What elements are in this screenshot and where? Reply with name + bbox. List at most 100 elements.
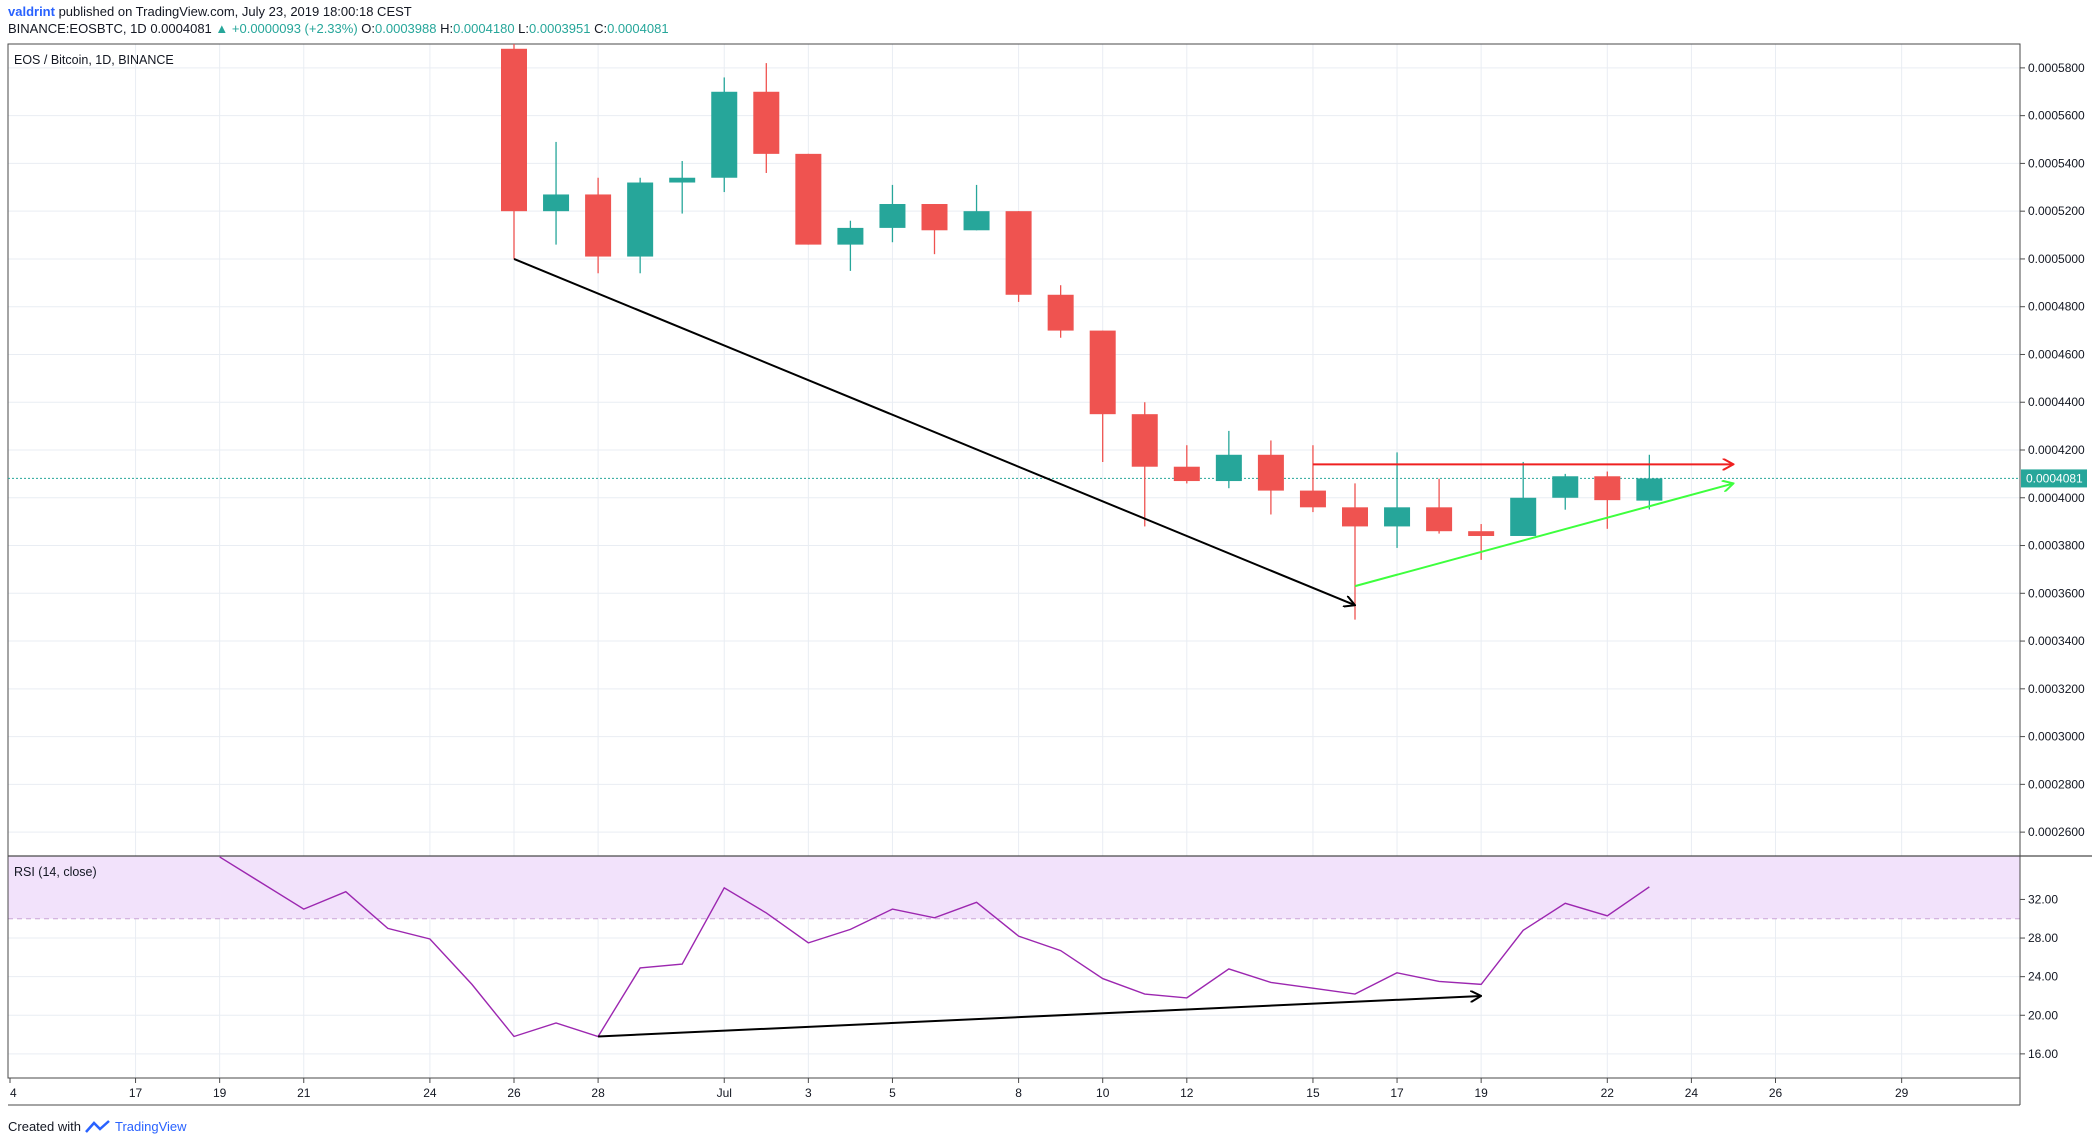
date-tick-label: 19 bbox=[1474, 1086, 1488, 1100]
annotations bbox=[513, 258, 1733, 1038]
candle bbox=[585, 177, 612, 274]
candle-body bbox=[1005, 211, 1032, 295]
price-tick-label: 0.0003400 bbox=[2028, 634, 2085, 648]
candle bbox=[1131, 402, 1158, 527]
candle-body bbox=[1299, 490, 1326, 508]
black-trend-arrow bbox=[513, 258, 1355, 605]
candle bbox=[1468, 524, 1495, 560]
candle bbox=[1636, 454, 1663, 510]
price-tick-label: 0.0002800 bbox=[2028, 777, 2085, 791]
date-tick-label: 22 bbox=[1601, 1086, 1615, 1100]
candle-body bbox=[963, 211, 990, 231]
grid bbox=[8, 44, 2020, 1078]
created-with-text: Created with bbox=[8, 1119, 81, 1134]
rsi-tick-label: 24.00 bbox=[2028, 970, 2058, 984]
candle-body bbox=[501, 48, 527, 212]
candle-body bbox=[1426, 507, 1453, 532]
candle-body bbox=[1468, 531, 1495, 536]
date-tick-label: 5 bbox=[889, 1086, 896, 1100]
last-price-label: 0.0004081 bbox=[2026, 471, 2083, 485]
symbol-label: BINANCE:EOSBTC, 1D bbox=[8, 21, 147, 36]
high-label: H: bbox=[440, 21, 454, 36]
candle-body bbox=[1047, 294, 1074, 331]
candle-body bbox=[1257, 454, 1284, 491]
price-tick-label: 0.0005600 bbox=[2028, 109, 2085, 123]
close-label: C: bbox=[594, 21, 608, 36]
candle-body bbox=[1552, 476, 1579, 498]
candle bbox=[501, 44, 527, 259]
price-tick-label: 0.0004800 bbox=[2028, 300, 2085, 314]
date-tick-label: 12 bbox=[1180, 1086, 1194, 1100]
date-tick-label: 26 bbox=[507, 1086, 521, 1100]
tradingview-logo-icon bbox=[85, 1119, 110, 1133]
chart-frame bbox=[7, 43, 2092, 1106]
date-tick-label: 21 bbox=[297, 1086, 311, 1100]
price-tick-label: 0.0004200 bbox=[2028, 443, 2085, 457]
axes: 0.0005800 0.0005600 0.0005400 0.0005200 0.00… bbox=[9, 61, 2087, 1100]
date-tick-label: 24 bbox=[423, 1086, 437, 1100]
date-tick-label: 26 bbox=[1769, 1086, 1783, 1100]
publish-info: published on TradingView.com, July 23, 2… bbox=[54, 4, 412, 19]
candle-body bbox=[543, 194, 570, 212]
price-tick-label: 0.0005400 bbox=[2028, 156, 2085, 170]
publish-header: valdrint published on TradingView.com, J… bbox=[8, 4, 412, 19]
rsi-title: RSI (14, close) bbox=[14, 865, 97, 879]
candle-body bbox=[837, 227, 864, 245]
date-tick-label: 15 bbox=[1306, 1086, 1320, 1100]
last-price: 0.0004081 bbox=[150, 21, 212, 36]
price-tick-label: 0.0004000 bbox=[2028, 491, 2085, 505]
price-tick-label: 0.0002600 bbox=[2028, 825, 2085, 839]
date-tick-label: 28 bbox=[591, 1086, 605, 1100]
candle bbox=[1510, 461, 1537, 536]
candle-body bbox=[1089, 330, 1116, 415]
price-tick-label: 0.0004600 bbox=[2028, 347, 2085, 361]
author-link[interactable]: valdrint bbox=[8, 4, 55, 19]
date-tick-label: 24 bbox=[1685, 1086, 1699, 1100]
date-tick-label: 8 bbox=[1015, 1086, 1022, 1100]
rsi-tick-label: 28.00 bbox=[2028, 931, 2058, 945]
rsi-tick-label: 16.00 bbox=[2028, 1047, 2058, 1061]
candle-body bbox=[1215, 454, 1242, 482]
footer: Created with TradingView bbox=[8, 1119, 187, 1134]
date-tick-label: 17 bbox=[1390, 1086, 1404, 1100]
tradingview-link[interactable]: TradingView bbox=[114, 1119, 187, 1134]
candle bbox=[795, 153, 822, 245]
candle bbox=[1005, 211, 1032, 302]
candle bbox=[1552, 473, 1579, 510]
price-tick-label: 0.0003000 bbox=[2028, 730, 2085, 744]
candle-body bbox=[1384, 507, 1411, 527]
date-tick-label: 4 bbox=[10, 1086, 17, 1100]
rsi-tick-label: 32.00 bbox=[2028, 892, 2058, 906]
candle bbox=[1173, 445, 1200, 484]
candle bbox=[1047, 285, 1074, 338]
candle bbox=[963, 184, 990, 231]
candle bbox=[1089, 330, 1116, 462]
candle-body bbox=[1636, 478, 1663, 501]
candle bbox=[1594, 471, 1621, 529]
date-tick-label: 3 bbox=[805, 1086, 812, 1100]
candle-body bbox=[627, 182, 654, 257]
price-tick-label: 0.0003600 bbox=[2028, 586, 2085, 600]
green-trend-arrow bbox=[1354, 483, 1733, 588]
candles bbox=[501, 44, 1663, 620]
candle-body bbox=[669, 177, 696, 183]
price-tick-label: 0.0003200 bbox=[2028, 682, 2085, 696]
candle bbox=[1342, 483, 1368, 620]
candle bbox=[837, 220, 864, 271]
change-value: ▲ +0.0000093 (+2.33%) bbox=[215, 21, 358, 36]
last-price-marker: 0.0004081 bbox=[2021, 469, 2087, 488]
candle bbox=[543, 141, 570, 245]
candle-body bbox=[1173, 466, 1200, 482]
candle-body bbox=[921, 204, 948, 231]
price-tick-label: 0.0005800 bbox=[2028, 61, 2085, 75]
candle-body bbox=[1342, 507, 1368, 527]
candle bbox=[1299, 445, 1326, 513]
candle bbox=[627, 177, 654, 274]
high-value: 0.0004180 bbox=[453, 21, 515, 36]
candle-body bbox=[1510, 497, 1537, 536]
date-tick-label: 17 bbox=[129, 1086, 143, 1100]
price-tick-label: 0.0005200 bbox=[2028, 204, 2085, 218]
candle-body bbox=[753, 91, 780, 154]
symbol-header: BINANCE:EOSBTC, 1D 0.0004081 ▲ +0.000009… bbox=[8, 21, 669, 36]
